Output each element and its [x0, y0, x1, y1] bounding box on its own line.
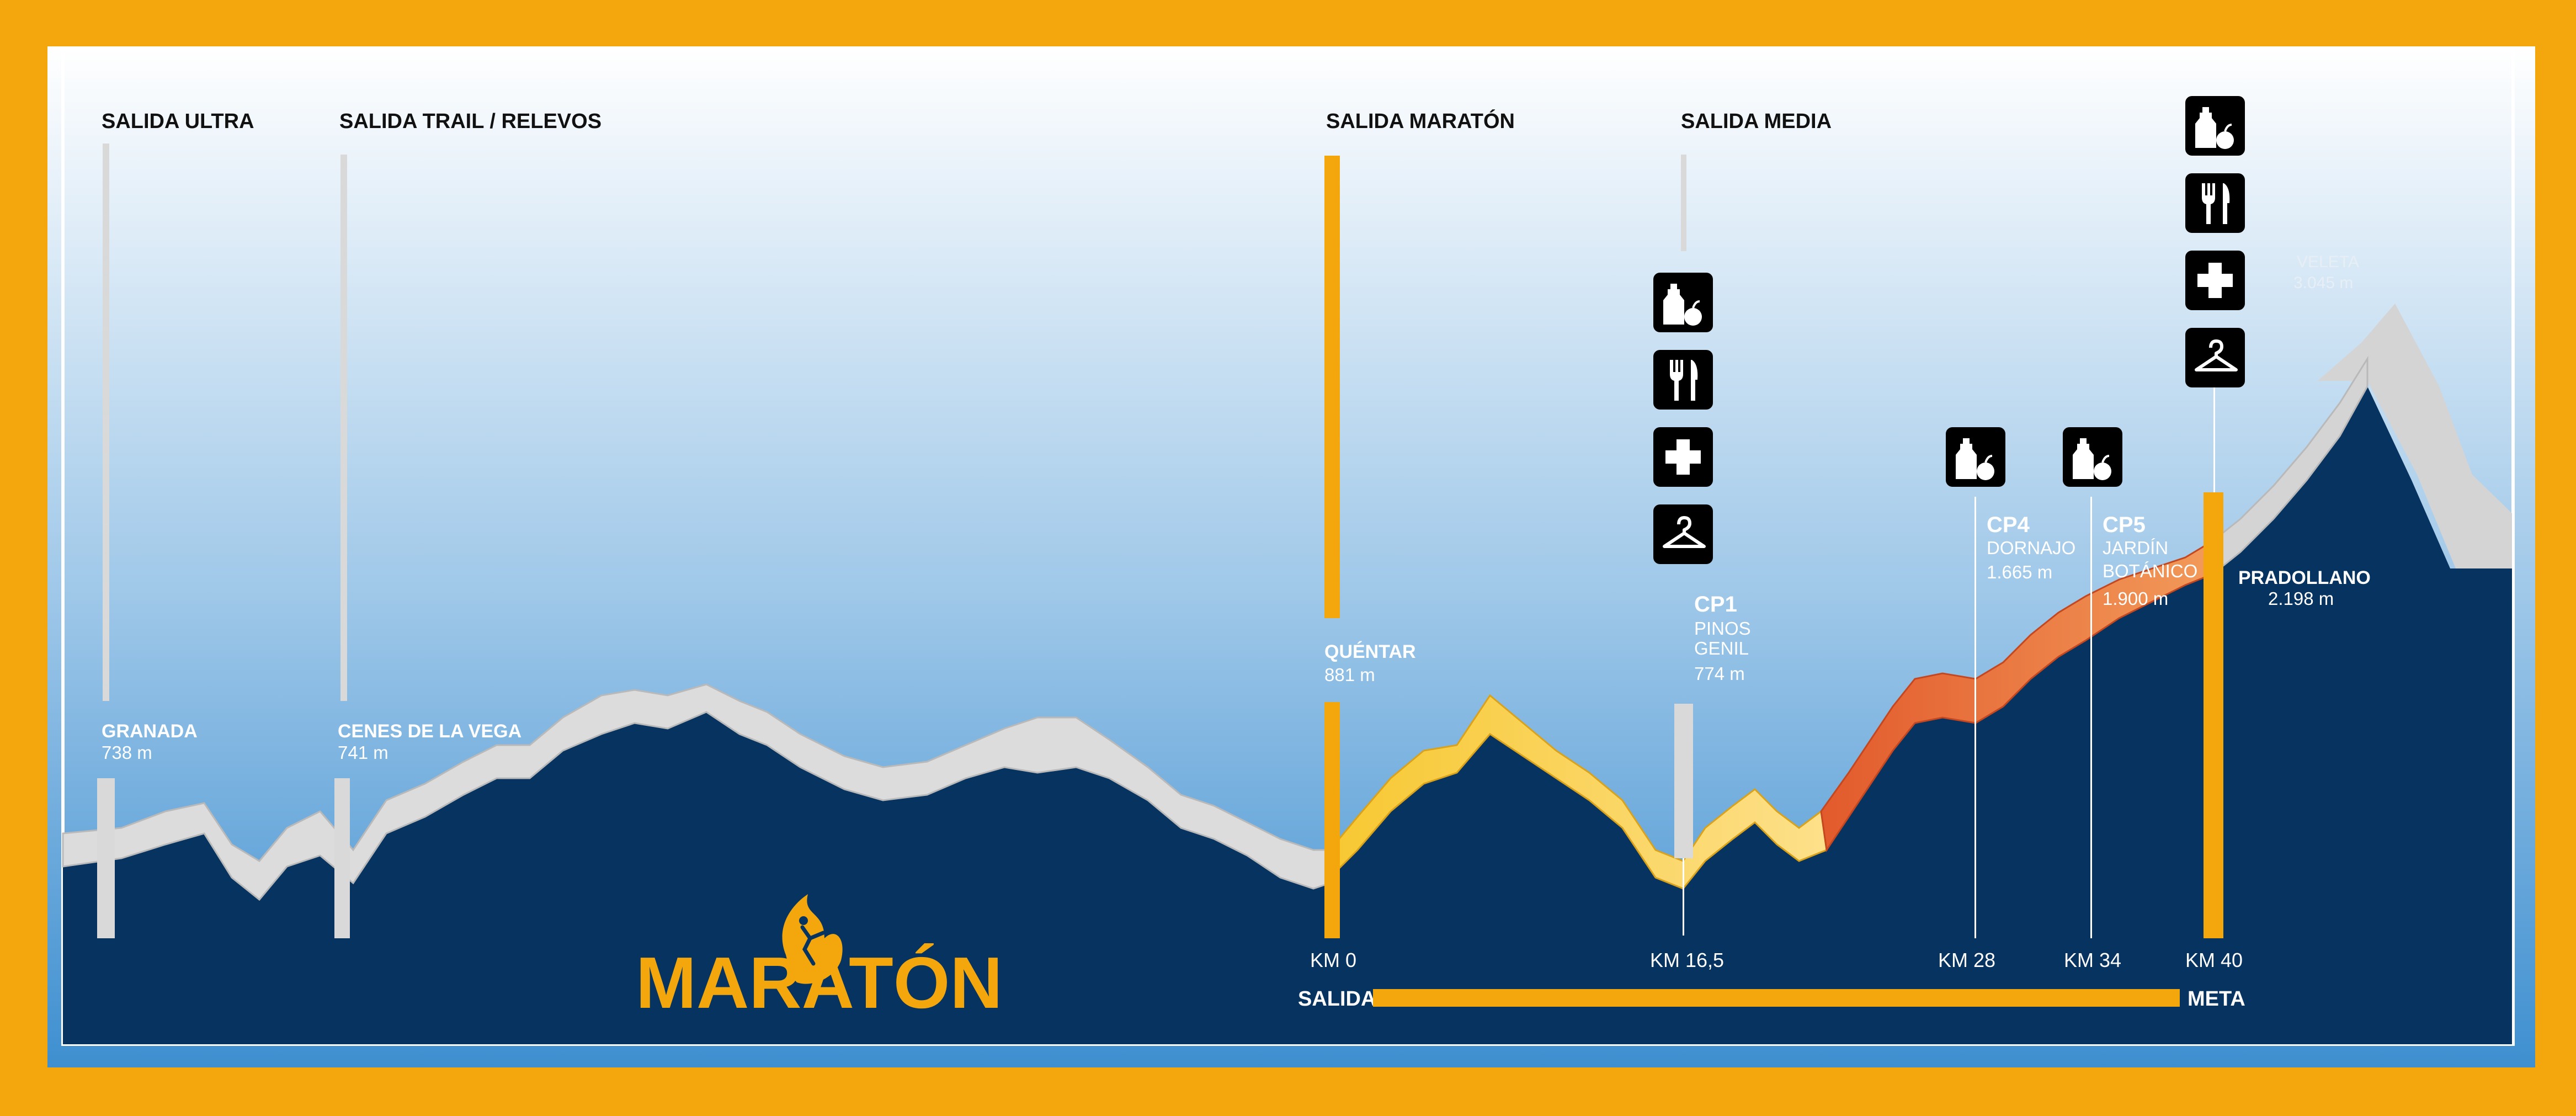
- granada-marker: [97, 778, 115, 938]
- granada-alt: 738 m: [102, 742, 152, 763]
- quentar-name: QUÉNTAR: [1324, 641, 1416, 662]
- runner-flame-icon: [782, 894, 843, 984]
- finish-drink-food-icon: [2184, 95, 2246, 157]
- finish-cutlery-icon: [2185, 173, 2245, 233]
- cp5-drink-food-icon: [2062, 426, 2123, 488]
- quentar-marker: [1324, 702, 1340, 938]
- km-marker-28: KM 28: [1938, 949, 1995, 971]
- cp5-alt: 1.900 m: [2103, 588, 2168, 609]
- finish-icon-line: [2213, 386, 2215, 492]
- mountain-silhouette: [63, 386, 2512, 1044]
- label-salida-ultra: SALIDA ULTRA: [102, 110, 254, 133]
- cp4-drink-food-icon: [1945, 426, 2006, 488]
- km-marker-0: KM 0: [1310, 949, 1356, 971]
- km-marker-34: KM 34: [2064, 949, 2121, 971]
- cp4-alt: 1.665 m: [1987, 562, 2052, 582]
- label-salida-trail: SALIDA TRAIL / RELEVOS: [339, 110, 602, 133]
- cp1-code: CP1: [1694, 592, 1737, 617]
- cp1-alt: 774 m: [1694, 663, 1745, 684]
- finish-first-aid-icon: [2185, 251, 2245, 310]
- cp1-line: [1683, 858, 1684, 936]
- finish-marker: [2204, 492, 2223, 938]
- ridge-grey-upper: [2212, 355, 2369, 576]
- cp5-line: [2090, 497, 2092, 938]
- cp4-name-1: DORNAJO: [1987, 538, 2075, 558]
- pradollano-name: PRADOLLANO: [2238, 567, 2371, 588]
- pradollano-alt: 2.198 m: [2268, 588, 2334, 609]
- veleta-alt: 3.045 m: [2293, 274, 2353, 292]
- label-salida-maraton: SALIDA MARATÓN: [1326, 109, 1515, 133]
- cp1-name-1: PINOS: [1694, 618, 1751, 639]
- label-salida-media: SALIDA MEDIA: [1681, 110, 1832, 133]
- cp1-marker: [1674, 704, 1693, 858]
- cp1-cutlery-icon: [1653, 350, 1713, 410]
- cenes-marker: [334, 778, 350, 938]
- ultra-start-line: [103, 144, 109, 701]
- cenes-name: CENES DE LA VEGA: [338, 721, 521, 742]
- route-start-label: SALIDA: [1298, 987, 1376, 1011]
- cenes-alt: 741 m: [338, 742, 388, 763]
- cp1-name-2: GENIL: [1694, 638, 1749, 658]
- granada-name: GRANADA: [102, 721, 198, 742]
- route-end-label: META: [2188, 987, 2245, 1011]
- finish-hanger-icon: [2185, 328, 2245, 387]
- km-marker-16: KM 16,5: [1650, 949, 1724, 971]
- cp1-first-aid-icon: [1653, 427, 1713, 487]
- cp5-name-2: BOTÁNICO: [2103, 561, 2197, 581]
- cp1-drink-food-icon: [1652, 272, 1714, 333]
- veleta-name: VELETA: [2297, 253, 2359, 271]
- trail-start-line: [340, 155, 347, 701]
- cp4-line: [1974, 497, 1976, 938]
- cp1-hanger-icon: [1653, 504, 1713, 564]
- km-marker-40: KM 40: [2185, 949, 2243, 971]
- cp5-code: CP5: [2103, 513, 2146, 537]
- quentar-alt: 881 m: [1324, 665, 1375, 685]
- cp5-name-1: JARDÍN: [2103, 538, 2168, 558]
- maraton-start-line: [1324, 156, 1340, 618]
- cp4-code: CP4: [1987, 513, 2030, 537]
- route-bar: [1373, 989, 2180, 1007]
- media-start-line: [1681, 155, 1686, 251]
- logo-text: MARATÓN: [636, 942, 1003, 1023]
